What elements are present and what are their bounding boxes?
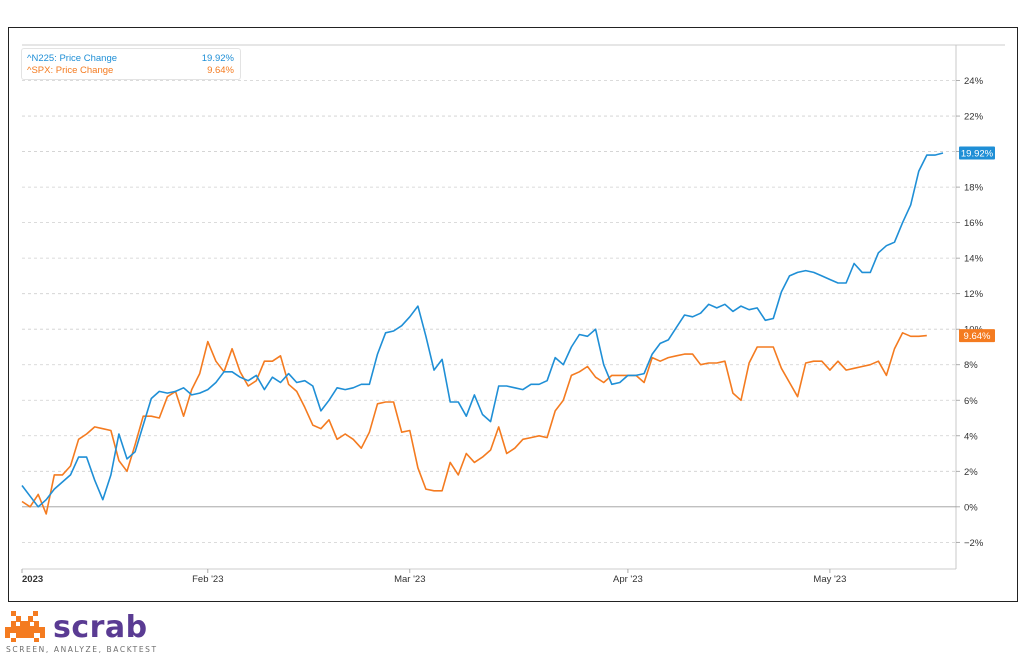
axes bbox=[22, 44, 1005, 570]
y-tick-label: 12% bbox=[964, 289, 984, 300]
y-tick-label: 24% bbox=[964, 76, 984, 87]
legend-item-spx[interactable]: ^SPX: Price Change 9.64% bbox=[27, 65, 234, 77]
x-tick-label: May '23 bbox=[813, 574, 846, 585]
y-tick-label: 0% bbox=[964, 502, 978, 513]
scrab-logo: scrab SCREEN, ANALYZE, BACKTEST bbox=[5, 609, 205, 657]
legend-value-spx: 9.64% bbox=[207, 65, 234, 76]
y-tick-label: −2% bbox=[964, 538, 984, 549]
last-value-label-spx: 9.64% bbox=[964, 331, 991, 342]
series-line-spx[interactable] bbox=[21, 331, 927, 515]
legend-value-n225: 19.92% bbox=[201, 53, 234, 64]
legend-label-spx: ^SPX: Price Change bbox=[27, 65, 114, 76]
price-change-chart: −2%0%2%4%6%8%10%12%14%16%18%20%22%24% 20… bbox=[21, 44, 1005, 585]
legend: ^N225: Price Change 19.92% ^SPX: Price C… bbox=[21, 48, 241, 80]
y-tick-label: 18% bbox=[964, 183, 984, 194]
legend-label-n225: ^N225: Price Change bbox=[27, 53, 118, 64]
y-tick-label: 16% bbox=[964, 218, 984, 229]
x-tick-label: Mar '23 bbox=[394, 574, 425, 585]
y-tick-label: 4% bbox=[964, 431, 978, 442]
y-tick-label: 2% bbox=[964, 467, 978, 478]
scrab-mascot-icon bbox=[5, 611, 45, 642]
y-tick-label: 8% bbox=[964, 360, 978, 371]
x-tick-label: Feb '23 bbox=[192, 574, 223, 585]
series-line-n225[interactable] bbox=[21, 152, 944, 508]
last-value-badge-spx bbox=[959, 329, 995, 343]
last-value-badges: 19.92% 9.64% bbox=[959, 146, 995, 343]
chart-frame: −2%0%2%4%6%8%10%12%14%16%18%20%22%24% 20… bbox=[8, 27, 1018, 602]
x-tick-label: 2023 bbox=[22, 574, 43, 585]
y-tick-label: 22% bbox=[964, 112, 984, 123]
series bbox=[21, 152, 944, 515]
grid bbox=[22, 80, 956, 543]
x-tick-label: Apr '23 bbox=[613, 574, 643, 585]
last-value-badge-n225 bbox=[959, 146, 995, 160]
legend-item-n225[interactable]: ^N225: Price Change 19.92% bbox=[27, 53, 234, 65]
logo-tagline: SCREEN, ANALYZE, BACKTEST bbox=[6, 645, 158, 654]
last-value-label-n225: 19.92% bbox=[961, 148, 994, 159]
logo-wordmark: scrab bbox=[53, 610, 148, 645]
x-axis-ticks: 2023 Feb '23 Mar '23 Apr '23 May '23 bbox=[21, 569, 846, 585]
y-tick-label: 6% bbox=[964, 396, 978, 407]
y-tick-label: 14% bbox=[964, 254, 984, 265]
